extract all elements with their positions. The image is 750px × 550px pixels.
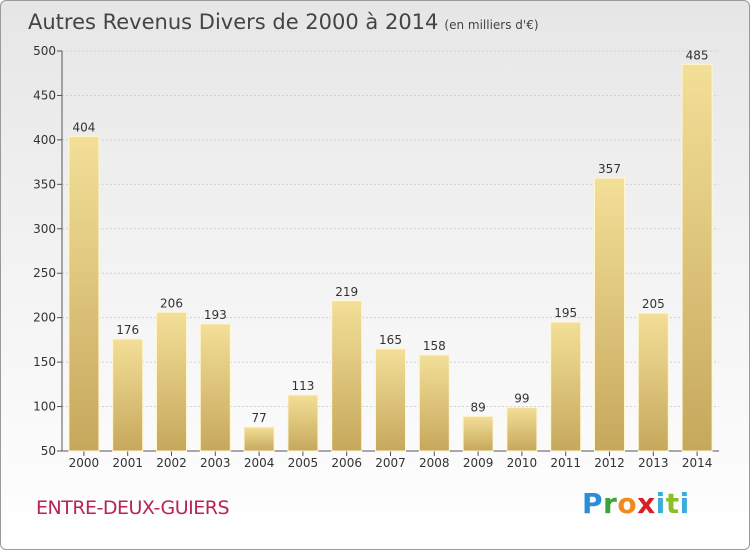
x-tick-label: 2010 [507, 456, 538, 470]
x-tick-label: 2011 [550, 456, 581, 470]
chart-title: Autres Revenus Divers de 2000 à 2014 (en … [28, 10, 539, 34]
bar-2007 [375, 348, 406, 452]
x-tick-label: 2009 [463, 456, 494, 470]
chart-title-text: Autres Revenus Divers de 2000 à 2014 [28, 10, 439, 34]
x-tick-label: 2002 [156, 456, 187, 470]
bar-2004 [243, 426, 275, 452]
bar-2008 [418, 354, 450, 452]
y-tick-label: 400 [33, 133, 56, 147]
data-label-2009: 89 [470, 400, 485, 414]
x-tick-label: 2004 [244, 456, 275, 470]
data-labels: 404 176 206 193 77 113 219 165 158 89 99 195 357 205 4… [72, 48, 708, 425]
data-label-2004: 77 [251, 411, 266, 425]
data-label-2006: 219 [335, 285, 358, 299]
y-tick-label: 450 [33, 88, 56, 102]
data-label-2001: 176 [116, 323, 139, 337]
bar-2003 [199, 323, 231, 452]
axes: 50 100 150 200 250 300 350 400 450 500 2000 2001 200… [33, 44, 719, 470]
bar-2006 [331, 300, 363, 452]
bar-2005 [287, 394, 319, 452]
bar-2012 [594, 177, 625, 452]
y-tick-label: 200 [33, 311, 56, 325]
x-tick-label: 2006 [331, 456, 362, 470]
proxiti-logo[interactable]: Proxiti [582, 487, 690, 520]
bar-2011 [550, 321, 582, 452]
y-tick-label: 50 [41, 444, 56, 458]
y-tick-label: 500 [33, 44, 56, 58]
y-tick-label: 100 [33, 400, 56, 414]
data-label-2003: 193 [204, 308, 227, 322]
bar-2010 [506, 406, 538, 452]
x-tick-label: 2007 [375, 456, 406, 470]
data-label-2012: 357 [598, 162, 621, 176]
bar-2009 [462, 415, 494, 452]
data-label-2005: 113 [291, 379, 314, 393]
x-tick-label: 2008 [419, 456, 450, 470]
data-label-2010: 99 [514, 391, 529, 405]
data-label-2008: 158 [423, 339, 446, 353]
data-label-2013: 205 [642, 297, 665, 311]
chart-unit: (en milliers d'€) [444, 18, 539, 32]
data-label-2011: 195 [554, 306, 577, 320]
x-tick-label: 2001 [112, 456, 143, 470]
bar-2000 [68, 135, 100, 452]
x-tick-label: 2000 [69, 456, 100, 470]
bars [68, 63, 713, 452]
y-tick-label: 150 [33, 355, 56, 369]
x-tick-label: 2005 [288, 456, 319, 470]
bar-2002 [156, 311, 187, 452]
y-tick-label: 300 [33, 222, 56, 236]
location-name: ENTRE-DEUX-GUIERS [36, 497, 230, 519]
data-label-2002: 206 [160, 296, 183, 310]
data-label-2007: 165 [379, 333, 402, 347]
y-tick-label: 250 [33, 266, 56, 280]
y-tick-label: 350 [33, 177, 56, 191]
x-tick-label: 2003 [200, 456, 231, 470]
data-label-2000: 404 [72, 120, 95, 134]
bar-2014 [681, 63, 713, 452]
x-tick-label: 2012 [594, 456, 625, 470]
x-tick-label: 2014 [682, 456, 713, 470]
data-label-2014: 485 [686, 48, 709, 62]
x-tick-label: 2013 [638, 456, 669, 470]
bar-2001 [112, 338, 144, 452]
bar-2013 [637, 312, 669, 452]
